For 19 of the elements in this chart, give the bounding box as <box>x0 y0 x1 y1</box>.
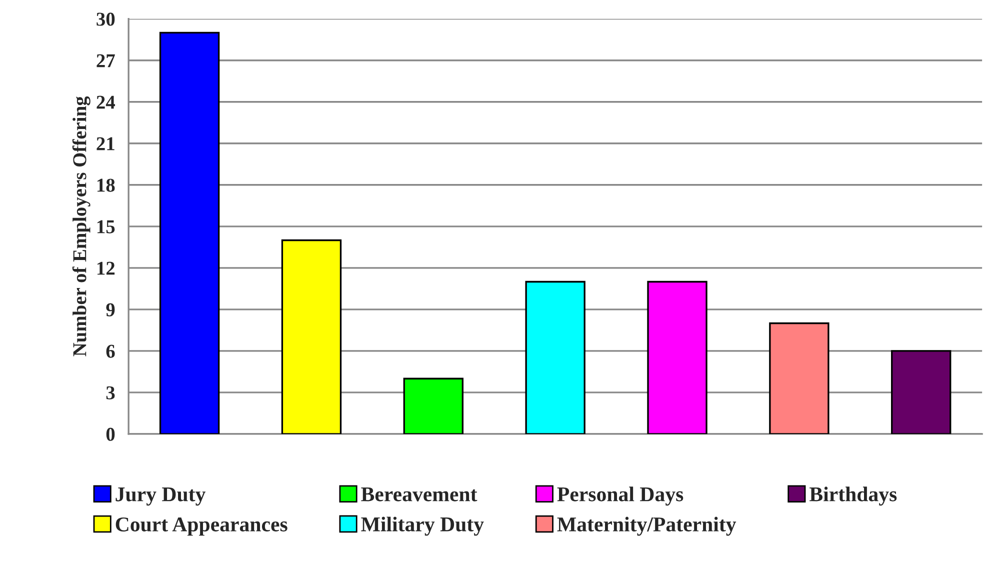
y-tick-label: 30 <box>96 12 115 26</box>
legend-label: Personal Days <box>557 486 684 506</box>
y-tick-label: 21 <box>96 137 114 150</box>
legend-label: Birthdays <box>810 486 897 506</box>
y-axis-title: Number of Employers Offering <box>72 96 90 356</box>
y-tick-label: 24 <box>96 96 116 109</box>
y-tick-label: 0 <box>106 428 115 441</box>
y-tick-label: 27 <box>96 54 115 68</box>
legend-label: Maternity/Paternity <box>557 516 736 536</box>
y-tick-label: 15 <box>97 220 115 234</box>
y-tick-label: 6 <box>106 344 115 358</box>
y-tick-label: 18 <box>97 178 115 192</box>
legend-label: Military Duty <box>361 516 484 536</box>
legend-label: Bereavement <box>361 487 478 502</box>
y-tick-label: 9 <box>106 303 115 316</box>
legend-label: Court Appearances <box>116 517 288 536</box>
y-tick-label: 3 <box>106 386 115 400</box>
y-tick-label: 12 <box>97 262 115 275</box>
legend-label: Jury Duty <box>116 487 206 506</box>
